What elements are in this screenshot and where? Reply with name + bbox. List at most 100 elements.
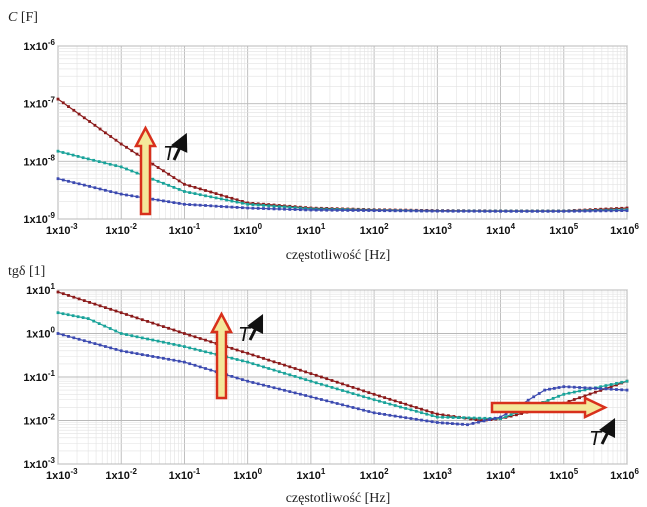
loss-tangent-series-2-point [456,422,459,426]
capacitance-series-2-point [320,208,323,212]
loss-tangent-series-0-point [609,385,613,389]
capacitance-series-2-point [588,209,592,213]
loss-tangent-series-1-point [119,332,123,335]
capacitance-xtick-label: 1x105 [549,222,578,237]
loss-tangent-series-2-point [172,358,176,362]
loss-tangent-xtick-label: 1x103 [423,467,452,482]
loss-tangent-series-0-point [420,407,423,411]
capacitance-xtick-label: 1x103 [423,222,452,237]
loss-tangent-series-2-point [88,340,91,344]
loss-tangent-series-1-point [346,390,350,394]
capacitance-series-2-point [219,205,223,208]
capacitance-series-2-point [393,209,397,213]
capacitance-series-1-point [56,149,60,153]
capacitance-series-2-point [119,192,123,196]
capacitance-series-1-point [162,181,165,185]
loss-tangent-series-2-point [493,416,497,420]
loss-tangent-series-1-point [293,375,297,378]
capacitance-series-2-point [88,185,91,188]
loss-tangent-series-0-point [388,397,392,401]
loss-tangent-series-1-point [356,393,360,397]
capacitance-series-2-point [404,209,408,213]
capacitance-series-0-point [204,189,207,192]
loss-tangent-series-1-point [599,385,603,389]
loss-tangent-series-1-point [66,313,70,317]
loss-tangent-series-0-point [61,292,65,296]
loss-tangent-series-2-point [504,412,508,416]
loss-tangent-series-1-point [572,390,576,394]
loss-tangent-series-1-point [177,344,181,347]
loss-tangent-series-1-point [130,334,134,338]
loss-tangent-series-1-point [97,322,101,325]
capacitance-series-0-point [620,206,624,210]
capacitance-ylabel-symbol: C [8,10,18,25]
loss-tangent-series-2-point [335,402,339,405]
loss-tangent-series-2-point [362,408,365,412]
temperature-label-2-letter: T [238,324,252,346]
loss-tangent-series-0-point [235,348,239,352]
capacitance-ylabel-unit: [F] [17,10,38,25]
capacitance-series-2-point [151,197,155,201]
capacitance-series-2-point [399,209,402,213]
capacitance-series-1-point [71,153,75,157]
loss-tangent-series-1-point [272,368,276,372]
loss-tangent-series-0-point [351,386,355,389]
capacitance-series-0-point [219,193,223,197]
loss-tangent-series-1-point [430,414,434,417]
loss-tangent-series-2-point [499,415,502,419]
loss-tangent-series-2-point [471,422,475,425]
loss-tangent-series-1-point [404,407,408,410]
capacitance-series-2-point [193,203,197,207]
capacitance-series-2-point [346,209,350,212]
loss-tangent-series-2-point [404,416,408,420]
loss-tangent-series-0-point [256,355,260,359]
capacitance-series-1-point [172,186,176,189]
capacitance-series-2-point [262,207,265,210]
loss-tangent-series-0-point [372,392,376,396]
loss-tangent-series-2-point [288,390,292,393]
capacitance-series-0-point [209,190,213,194]
temperature-arrow-right [490,396,608,419]
capacitance-series-2-point [615,209,618,213]
capacitance-series-2-point [104,188,107,192]
capacitance-series-2-point [504,209,508,213]
capacitance-series-2-point [283,207,286,211]
capacitance-series-1-point [97,160,101,163]
loss-tangent-series-1-point [135,335,139,339]
loss-tangent-series-1-point [609,383,613,386]
capacitance-series-0-point [130,149,134,153]
loss-tangent-series-0-point [578,396,581,400]
loss-tangent-series-1-point [546,399,550,402]
loss-tangent-series-2-point [615,388,618,391]
loss-tangent-series-2-point [594,387,597,390]
capacitance-plot-area [57,45,628,220]
capacitance-series-2-point [209,204,213,208]
capacitance-series-2-point [462,209,466,213]
loss-tangent-series-0-point [288,365,292,369]
capacitance-series-2-point [214,204,218,208]
loss-tangent-series-1-point [335,387,339,391]
loss-tangent-xtick-label: 1x100 [233,467,262,482]
loss-tangent-series-1-point [625,379,629,383]
loss-tangent-series-0-point [367,391,371,394]
loss-tangent-series-0-point [109,307,113,311]
loss-tangent-series-2-point [204,367,207,370]
loss-tangent-series-2-point [537,392,541,395]
loss-tangent-series-0-point [567,400,571,403]
loss-tangent-series-2-point [320,398,323,401]
capacitance-series-1-point [204,194,207,198]
loss-tangent-series-1-point [604,384,608,387]
loss-tangent-series-1-point [299,376,302,380]
loss-tangent-series-2-point [209,368,213,372]
loss-tangent-series-0-point [88,301,91,304]
loss-tangent-series-1-point [198,349,202,352]
loss-tangent-series-1-point [425,412,429,416]
loss-tangent-series-1-point [304,378,307,381]
loss-tangent-series-2-point [461,422,464,426]
loss-tangent-series-0-point [135,316,139,320]
capacitance-series-2-point [499,209,502,213]
capacitance-ytick-labels: 1x10-9 1x10-8 1x10-7 1x10-6 [23,38,55,226]
loss-tangent-series-0-point [67,294,70,297]
loss-tangent-series-1-point [583,388,587,392]
loss-tangent-series-2-point [325,399,329,403]
